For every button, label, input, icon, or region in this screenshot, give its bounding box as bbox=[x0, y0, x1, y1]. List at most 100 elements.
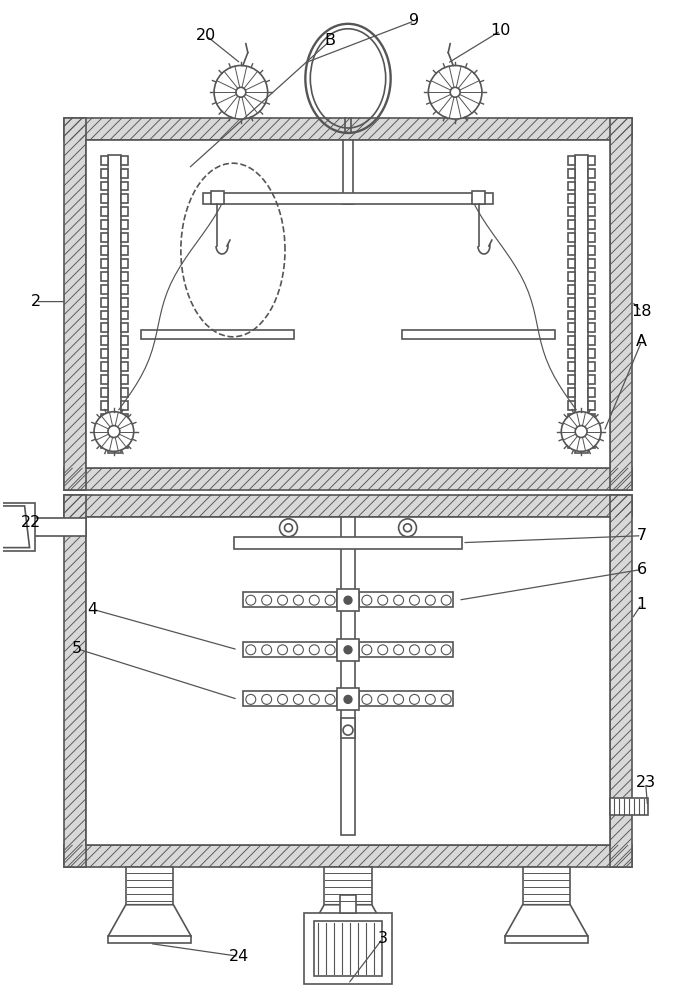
Bar bbox=[121, 336, 128, 345]
Bar bbox=[101, 414, 108, 423]
Circle shape bbox=[277, 645, 287, 655]
Circle shape bbox=[261, 645, 272, 655]
Bar bbox=[121, 323, 128, 332]
Circle shape bbox=[425, 694, 436, 704]
Text: 23: 23 bbox=[636, 775, 656, 790]
Circle shape bbox=[394, 595, 404, 605]
Circle shape bbox=[94, 412, 134, 451]
Circle shape bbox=[362, 595, 372, 605]
Bar bbox=[101, 182, 108, 190]
Bar bbox=[588, 349, 595, 358]
Text: 3: 3 bbox=[378, 931, 388, 946]
Bar bbox=[588, 401, 595, 410]
Text: 1: 1 bbox=[636, 597, 647, 612]
Circle shape bbox=[261, 595, 272, 605]
Bar bbox=[568, 401, 575, 410]
Bar bbox=[101, 375, 108, 384]
Bar bbox=[401, 330, 556, 339]
Bar bbox=[337, 639, 359, 661]
Text: A: A bbox=[636, 334, 647, 349]
Bar bbox=[568, 156, 575, 165]
Circle shape bbox=[309, 595, 319, 605]
Circle shape bbox=[450, 87, 460, 97]
Bar bbox=[121, 259, 128, 268]
Bar bbox=[121, 349, 128, 358]
Bar bbox=[568, 336, 575, 345]
Bar bbox=[121, 169, 128, 178]
Circle shape bbox=[325, 694, 335, 704]
Bar bbox=[101, 233, 108, 242]
Circle shape bbox=[425, 645, 436, 655]
Bar bbox=[101, 220, 108, 229]
Bar bbox=[108, 936, 191, 943]
Bar bbox=[141, 330, 294, 339]
Text: 4: 4 bbox=[87, 602, 97, 617]
Bar bbox=[610, 495, 631, 867]
Polygon shape bbox=[108, 905, 191, 936]
Bar bbox=[568, 194, 575, 203]
Bar bbox=[101, 169, 108, 178]
Bar bbox=[101, 323, 108, 332]
Bar bbox=[314, 921, 382, 976]
Bar bbox=[359, 691, 453, 706]
Bar bbox=[203, 193, 493, 204]
Circle shape bbox=[293, 645, 303, 655]
Circle shape bbox=[309, 694, 319, 704]
Circle shape bbox=[279, 519, 298, 537]
Bar bbox=[108, 155, 121, 453]
Bar bbox=[337, 589, 359, 611]
Bar bbox=[86, 517, 610, 845]
Circle shape bbox=[293, 694, 303, 704]
Circle shape bbox=[441, 595, 451, 605]
Bar bbox=[588, 220, 595, 229]
Bar bbox=[305, 913, 392, 984]
Bar bbox=[121, 194, 128, 203]
Bar bbox=[588, 169, 595, 178]
Text: 7: 7 bbox=[636, 528, 647, 543]
Bar bbox=[64, 845, 631, 867]
Bar bbox=[101, 272, 108, 281]
Bar bbox=[243, 592, 337, 607]
Bar bbox=[568, 414, 575, 423]
Bar bbox=[121, 439, 128, 448]
Bar bbox=[523, 867, 570, 905]
Polygon shape bbox=[307, 905, 390, 936]
Bar bbox=[101, 311, 108, 319]
Bar bbox=[101, 298, 108, 307]
Bar bbox=[307, 936, 390, 943]
Circle shape bbox=[344, 596, 352, 604]
Bar bbox=[121, 401, 128, 410]
Bar bbox=[588, 427, 595, 436]
Bar bbox=[568, 233, 575, 242]
Circle shape bbox=[236, 87, 246, 97]
Bar bbox=[568, 388, 575, 397]
Bar bbox=[588, 259, 595, 268]
Text: 24: 24 bbox=[229, 949, 249, 964]
Text: 20: 20 bbox=[196, 28, 216, 43]
Circle shape bbox=[410, 645, 420, 655]
Bar bbox=[568, 246, 575, 255]
Bar bbox=[610, 118, 631, 490]
Circle shape bbox=[309, 645, 319, 655]
Circle shape bbox=[246, 595, 256, 605]
Bar bbox=[121, 298, 128, 307]
Bar bbox=[588, 414, 595, 423]
Circle shape bbox=[561, 412, 601, 451]
Bar bbox=[588, 246, 595, 255]
Bar bbox=[588, 272, 595, 281]
Bar bbox=[101, 285, 108, 294]
Circle shape bbox=[378, 595, 388, 605]
Bar bbox=[588, 194, 595, 203]
Bar bbox=[121, 362, 128, 371]
Polygon shape bbox=[505, 905, 588, 936]
Bar bbox=[359, 592, 453, 607]
Circle shape bbox=[575, 426, 587, 438]
Text: 5: 5 bbox=[72, 641, 82, 656]
Bar bbox=[324, 867, 372, 905]
Bar bbox=[568, 220, 575, 229]
Bar bbox=[121, 233, 128, 242]
Bar bbox=[568, 323, 575, 332]
Bar bbox=[588, 388, 595, 397]
Bar bbox=[121, 285, 128, 294]
Bar bbox=[121, 182, 128, 190]
